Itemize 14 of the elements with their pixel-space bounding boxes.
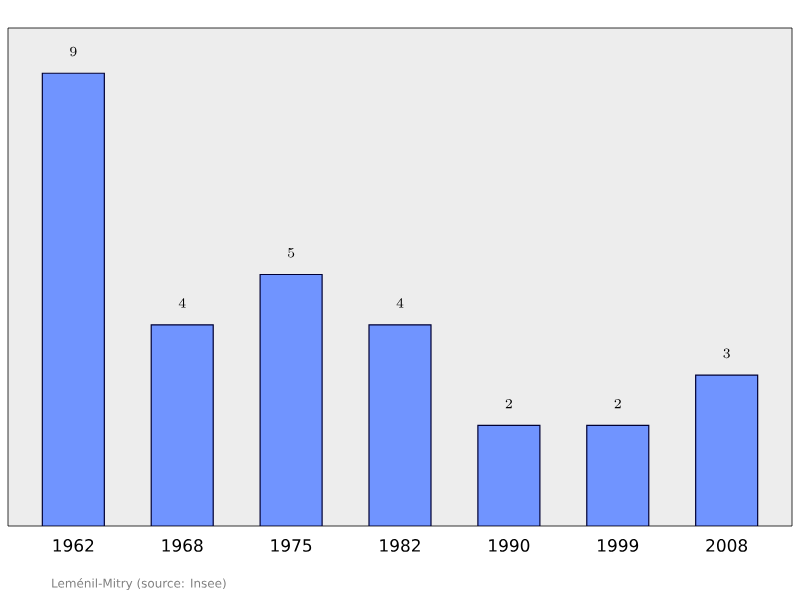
x-tick-label: 1975 bbox=[271, 539, 312, 552]
x-tick-label: 1999 bbox=[598, 539, 639, 552]
bar bbox=[477, 424, 541, 526]
x-tick-label: 1982 bbox=[380, 539, 420, 552]
bar bbox=[259, 273, 323, 526]
bar bbox=[586, 424, 650, 526]
x-tick-label: 2008 bbox=[706, 539, 748, 552]
bar bbox=[150, 324, 214, 526]
x-tick-label: 1962 bbox=[53, 539, 94, 552]
bar bbox=[41, 72, 105, 526]
bar bbox=[368, 324, 432, 526]
x-tick-label: 1990 bbox=[489, 539, 530, 552]
bar bbox=[695, 374, 759, 526]
x-tick-label: 1968 bbox=[162, 539, 203, 552]
